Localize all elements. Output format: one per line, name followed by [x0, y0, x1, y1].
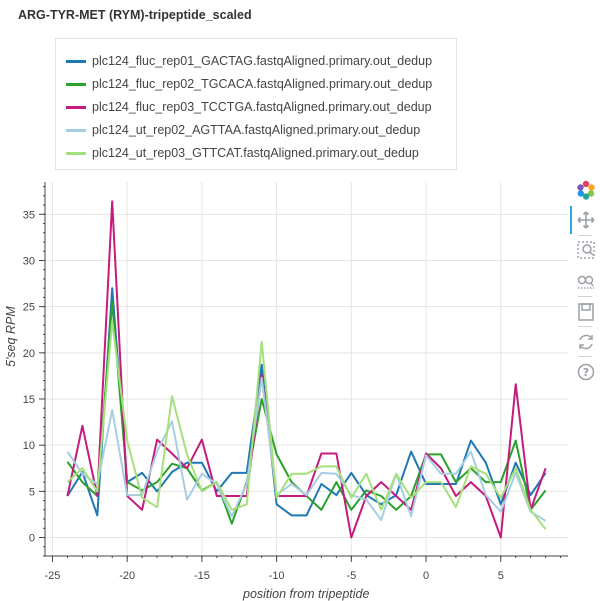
legend: plc124_fluc_rep01_GACTAG.fastqAligned.pr…	[55, 38, 457, 170]
x-tick-label: -20	[119, 570, 135, 582]
legend-swatch	[66, 82, 86, 86]
legend-swatch	[66, 151, 86, 155]
series-line-2	[66, 301, 547, 525]
legend-item[interactable]: plc124_fluc_rep01_GACTAG.fastqAligned.pr…	[66, 51, 432, 71]
x-tick-label: -25	[45, 570, 61, 582]
pan-icon[interactable]	[574, 208, 598, 232]
toolbar-divider	[578, 235, 592, 236]
series-lines	[66, 200, 547, 539]
y-tick-label: 5	[29, 486, 35, 498]
svg-text:?: ?	[583, 366, 589, 379]
y-tick-label: 20	[23, 348, 35, 360]
toolbar-divider	[578, 356, 592, 357]
reset-icon[interactable]	[574, 330, 598, 354]
axes: -25 -20 -15 -10 -5 0 5 0 5 10 15 20 25 30 35	[23, 182, 568, 582]
y-tick-label: 0	[29, 533, 35, 545]
y-tick-label: 35	[23, 209, 35, 221]
y-tick-label: 15	[23, 394, 35, 406]
series-line-1	[66, 287, 547, 517]
active-tool-indicator	[570, 206, 572, 234]
save-icon[interactable]	[574, 300, 598, 324]
legend-item[interactable]: plc124_ut_rep03_GTTCAT.fastqAligned.prim…	[66, 143, 419, 163]
y-tick-label: 25	[23, 302, 35, 314]
x-tick-label: -15	[194, 570, 210, 582]
legend-label: plc124_ut_rep02_AGTTAA.fastqAligned.prim…	[92, 123, 421, 137]
x-tick-label: -10	[269, 570, 285, 582]
x-tick-label: 0	[423, 570, 429, 582]
legend-label: plc124_fluc_rep03_TCCTGA.fastqAligned.pr…	[92, 100, 432, 114]
series-line-5	[66, 320, 547, 530]
wheel-zoom-icon[interactable]	[574, 270, 598, 294]
y-axis-label: 5'seq RPM	[4, 306, 18, 367]
help-icon[interactable]: ?	[574, 360, 598, 384]
x-tick-label: 5	[498, 570, 504, 582]
legend-label: plc124_fluc_rep01_GACTAG.fastqAligned.pr…	[92, 54, 433, 68]
toolbar-divider	[578, 326, 592, 327]
legend-label: plc124_fluc_rep02_TGCACA.fastqAligned.pr…	[92, 77, 433, 91]
legend-item[interactable]: plc124_fluc_rep03_TCCTGA.fastqAligned.pr…	[66, 97, 432, 117]
y-tick-label: 30	[23, 255, 35, 267]
legend-swatch	[66, 128, 86, 132]
series-line-4	[66, 376, 547, 522]
toolbar-divider	[578, 296, 592, 297]
x-tick-label: -5	[346, 570, 356, 582]
legend-label: plc124_ut_rep03_GTTCAT.fastqAligned.prim…	[92, 146, 419, 160]
legend-swatch	[66, 59, 86, 63]
x-axis-label: position from tripeptide	[243, 587, 370, 601]
box-zoom-icon[interactable]	[574, 238, 598, 262]
legend-item[interactable]: plc124_ut_rep02_AGTTAA.fastqAligned.prim…	[66, 120, 420, 140]
bokeh-logo-icon[interactable]	[574, 178, 598, 202]
legend-swatch	[66, 105, 86, 109]
y-tick-label: 10	[23, 440, 35, 452]
chart-title: ARG-TYR-MET (RYM)-tripeptide_scaled	[18, 8, 252, 22]
legend-item[interactable]: plc124_fluc_rep02_TGCACA.fastqAligned.pr…	[66, 74, 432, 94]
